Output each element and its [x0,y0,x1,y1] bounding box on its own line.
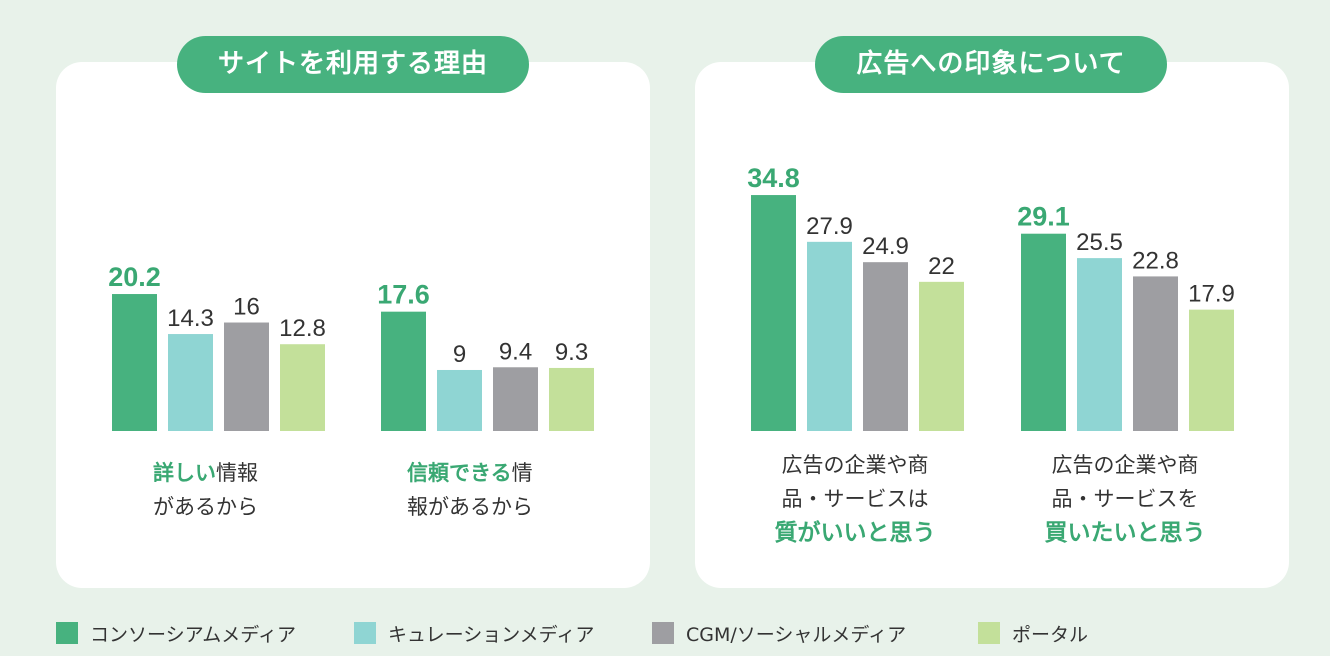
caption-text: 品・サービスは [781,487,929,511]
bar-g4-s1 [1021,233,1066,431]
caption-text: 情報 [216,461,258,485]
legend-item-curation: キュレーションメディア [354,618,594,648]
bar-g3-s1 [751,195,796,431]
bar-g4-s2 [1077,258,1122,431]
data-label-g1-s4: 12.8 [279,315,326,342]
data-label-g3-s2: 27.9 [806,213,853,240]
caption-highlight: 質がいいと思う [774,520,936,546]
panel-title-ad-impression: 広告への印象について [815,36,1167,93]
bar-g3-s4 [919,281,964,431]
bar-g1-s2 [168,334,213,431]
data-label-g3-s1: 34.8 [747,163,800,193]
panel-title-reasons: サイトを利用する理由 [177,36,529,93]
data-label-g2-s4: 9.3 [555,339,588,366]
data-label-g1-s2: 14.3 [167,305,214,332]
bar-g2-s2 [437,369,482,431]
legend-label: コンソーシアムメディア [90,623,296,646]
caption-text: 情 [511,461,533,485]
data-label-g4-s2: 25.5 [1076,229,1123,256]
bar-g4-s4 [1189,309,1234,431]
data-label-g4-s4: 17.9 [1188,281,1235,308]
caption-reliable-info: 信頼できる情 報があるから [407,456,533,524]
bar-g1-s3 [224,322,269,431]
data-label-g1-s3: 16 [233,294,260,321]
bar-g3-s3 [863,262,908,431]
data-label-g2-s3: 9.4 [499,338,532,365]
data-label-g3-s4: 22 [928,253,955,280]
data-label-g1-s1: 20.2 [108,262,161,292]
caption-quality: 広告の企業や商 品・サービスは 質がいいと思う [740,448,970,550]
caption-detailed-info: 詳しい情報 があるから [153,456,258,524]
legend: コンソーシアムメディア キュレーションメディア CGM/ソーシャルメディア ポー… [56,618,1296,648]
bar-g4-s3 [1133,276,1178,431]
caption-text: 広告の企業や商 [781,453,929,477]
caption-purchase: 広告の企業や商 品・サービスを 買いたいと思う [1010,448,1240,550]
bar-g2-s3 [493,367,538,431]
data-label-g2-s2: 9 [453,341,466,368]
bar-g1-s1 [112,294,157,431]
data-label-g2-s1: 17.6 [377,280,430,310]
legend-item-portal: ポータル [978,618,1088,648]
legend-label: ポータル [1012,623,1089,646]
legend-swatch [354,622,376,644]
bar-g2-s1 [381,311,426,431]
caption-highlight: 詳しい [153,461,216,485]
caption-text: 広告の企業や商 [1051,453,1199,477]
bar-g2-s4 [549,367,594,431]
legend-swatch [56,622,78,644]
legend-item-consortium: コンソーシアムメディア [56,618,296,648]
caption-text: 報があるから [407,495,533,519]
data-label-g4-s1: 29.1 [1017,202,1070,232]
caption-highlight: 買いたいと思う [1044,520,1206,546]
legend-item-cgm: CGM/ソーシャルメディア [652,618,906,648]
legend-label: CGM/ソーシャルメディア [686,623,907,646]
legend-swatch [652,622,674,644]
data-label-g4-s3: 22.8 [1132,247,1179,274]
caption-text: 品・サービスを [1051,487,1199,511]
legend-swatch [978,622,1000,644]
bar-g1-s4 [280,344,325,431]
caption-highlight: 信頼できる [407,461,512,485]
legend-label: キュレーションメディア [388,623,595,646]
caption-text: があるから [153,495,258,519]
data-label-g3-s3: 24.9 [862,233,909,260]
bar-g3-s2 [807,241,852,431]
